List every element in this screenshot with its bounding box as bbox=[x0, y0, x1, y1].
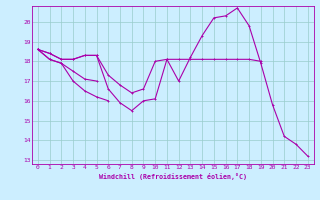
X-axis label: Windchill (Refroidissement éolien,°C): Windchill (Refroidissement éolien,°C) bbox=[99, 173, 247, 180]
